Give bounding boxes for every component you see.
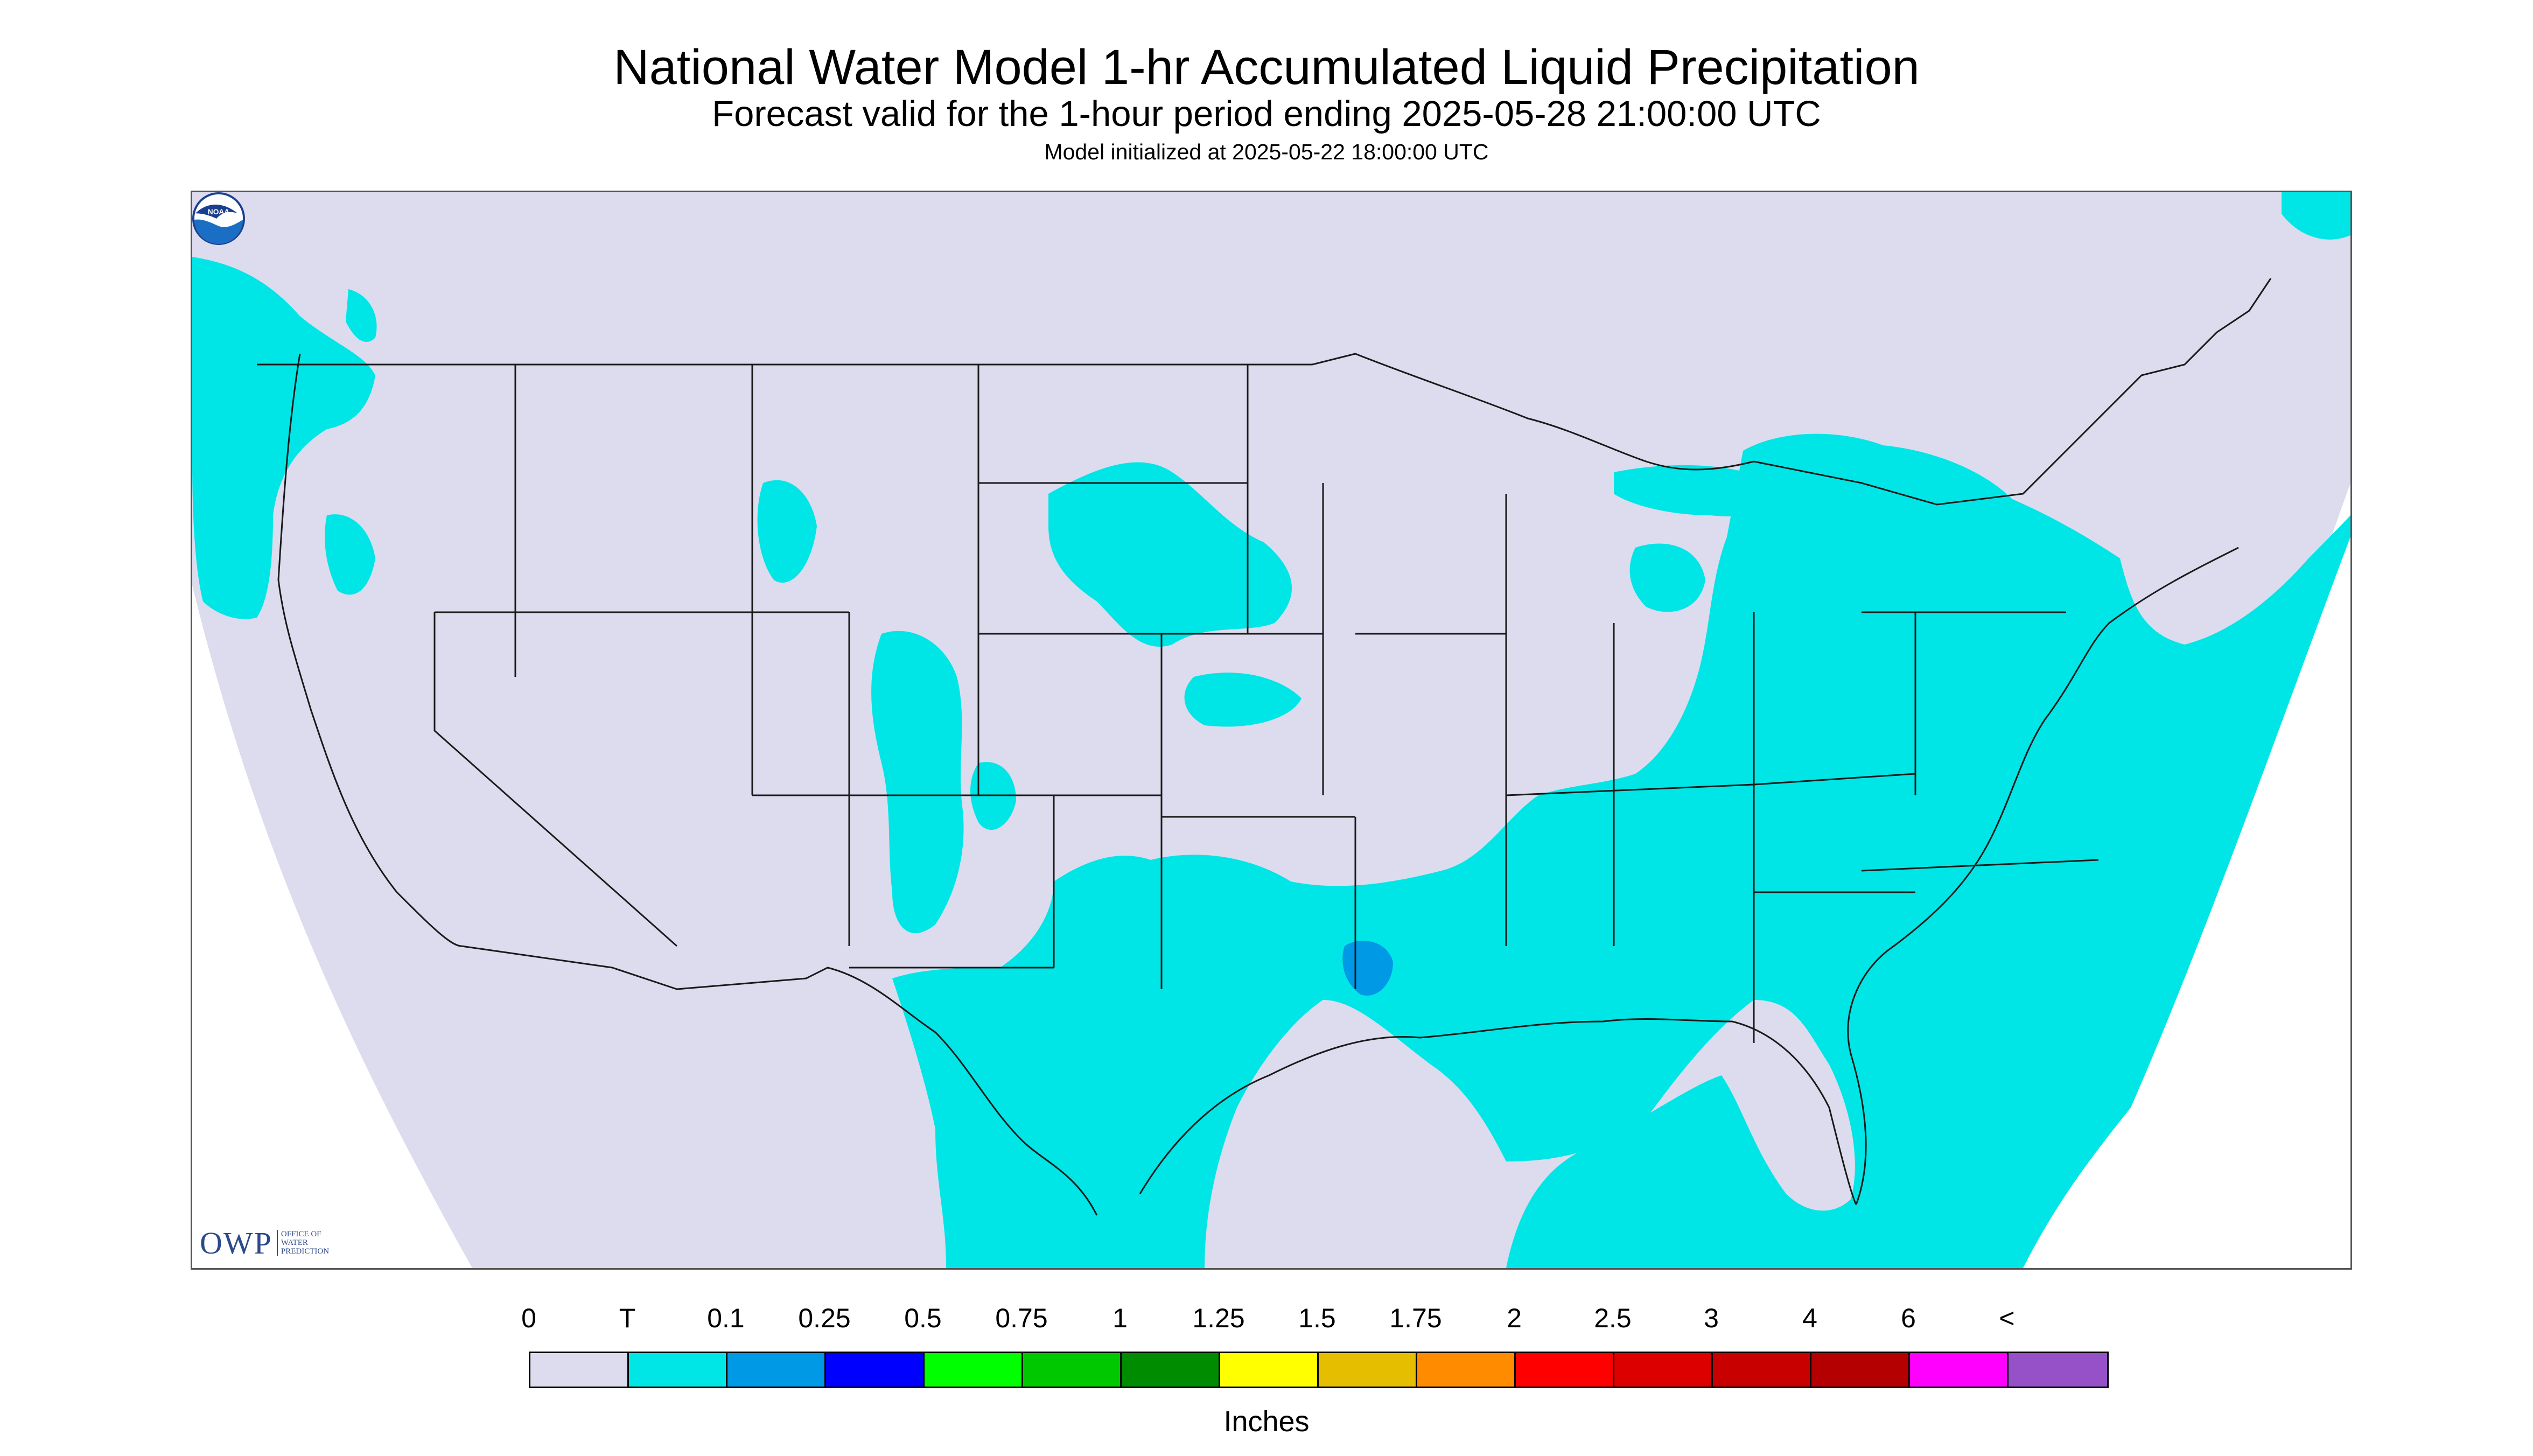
legend: 0 T 0.1 0.25 0.5 0.75 1 1.25 1.5 1.75 2 2.5 3 4 6 < Inc… bbox=[0, 1292, 2533, 1454]
precip-region-wyoming bbox=[757, 480, 817, 583]
legend-swatch bbox=[826, 1353, 925, 1387]
legend-swatch bbox=[1910, 1353, 2009, 1387]
legend-tick-label: T bbox=[619, 1303, 636, 1333]
map-title: National Water Model 1-hr Accumulated Li… bbox=[613, 40, 1920, 95]
legend-tick-label: 1 bbox=[1112, 1303, 1128, 1333]
precip-region-pacific-offshore bbox=[346, 289, 377, 342]
legend-tick-label: < bbox=[1999, 1303, 2015, 1333]
us-canada-border bbox=[257, 278, 2272, 506]
boundary-lines bbox=[257, 278, 2272, 1216]
state-boundaries bbox=[433, 365, 2099, 1043]
forecast-valid-subtitle: Forecast valid for the 1-hour period end… bbox=[712, 94, 1821, 134]
legend-tick-label: 1.75 bbox=[1389, 1303, 1442, 1333]
precip-light-regions bbox=[192, 192, 2350, 1268]
legend-swatch bbox=[1516, 1353, 1614, 1387]
precipitation-map: OWP Office of Water Prediction NOAA bbox=[191, 191, 2352, 1270]
legend-tick-label: 0 bbox=[521, 1303, 536, 1333]
legend-tick-label: 4 bbox=[1802, 1303, 1817, 1333]
legend-tick-label: 2.5 bbox=[1594, 1303, 1632, 1333]
legend-swatch bbox=[1614, 1353, 1713, 1387]
legend-swatch bbox=[1122, 1353, 1220, 1387]
legend-tick-label: 1.5 bbox=[1298, 1303, 1336, 1333]
legend-swatch bbox=[530, 1353, 629, 1387]
legend-colorbar bbox=[529, 1352, 2109, 1388]
legend-tick-label: 0.25 bbox=[798, 1303, 851, 1333]
precip-region-southern-plains bbox=[871, 631, 964, 934]
legend-swatch bbox=[1319, 1353, 1417, 1387]
precip-region-nebraska bbox=[1184, 673, 1302, 727]
map-canvas bbox=[192, 192, 2350, 1268]
legend-swatch bbox=[1023, 1353, 1122, 1387]
legend-swatch bbox=[2009, 1353, 2107, 1387]
legend-swatch bbox=[1713, 1353, 1811, 1387]
noaa-logo: NOAA bbox=[192, 192, 245, 245]
legend-units-label: Inches bbox=[1223, 1405, 1310, 1438]
precip-region-lake-superior bbox=[1614, 465, 1778, 516]
precip-region-east-and-gulf bbox=[892, 433, 2350, 1268]
gulf-coastline bbox=[1139, 1018, 1857, 1205]
precip-region-lake-michigan bbox=[1629, 543, 1705, 612]
noaa-logo-text: NOAA bbox=[208, 208, 229, 216]
legend-tick-label: 6 bbox=[1901, 1303, 1916, 1333]
us-mexico-border bbox=[461, 945, 1098, 1216]
legend-tick-label: 1.25 bbox=[1192, 1303, 1245, 1333]
model-init-line: Model initialized at 2025-05-22 18:00:00… bbox=[1044, 139, 1489, 164]
legend-tick-label: 0.5 bbox=[904, 1303, 942, 1333]
legend-swatch bbox=[727, 1353, 826, 1387]
legend-tick-label: 0.1 bbox=[707, 1303, 745, 1333]
owp-logo: OWP Office of Water Prediction bbox=[200, 1225, 340, 1261]
legend-swatch bbox=[1811, 1353, 1910, 1387]
legend-swatch bbox=[1220, 1353, 1319, 1387]
legend-tick-label: 0.75 bbox=[995, 1303, 1048, 1333]
precip-region-northern-plains bbox=[1048, 462, 1292, 647]
atlantic-coastline bbox=[1847, 547, 2239, 1205]
owp-logo-letters: OWP bbox=[200, 1225, 272, 1261]
legend-swatch bbox=[629, 1353, 727, 1387]
legend-swatch bbox=[925, 1353, 1023, 1387]
pacific-coastline bbox=[277, 353, 462, 947]
legend-tick-label: 3 bbox=[1704, 1303, 1719, 1333]
legend-tick-label: 2 bbox=[1507, 1303, 1522, 1333]
legend-swatch bbox=[1417, 1353, 1516, 1387]
precip-region-pacific-northwest bbox=[192, 257, 375, 619]
owp-logo-text: Office of Water Prediction bbox=[276, 1230, 340, 1256]
precip-region-maine-offshore bbox=[2282, 192, 2350, 240]
precip-region-idaho-montana bbox=[325, 514, 375, 595]
